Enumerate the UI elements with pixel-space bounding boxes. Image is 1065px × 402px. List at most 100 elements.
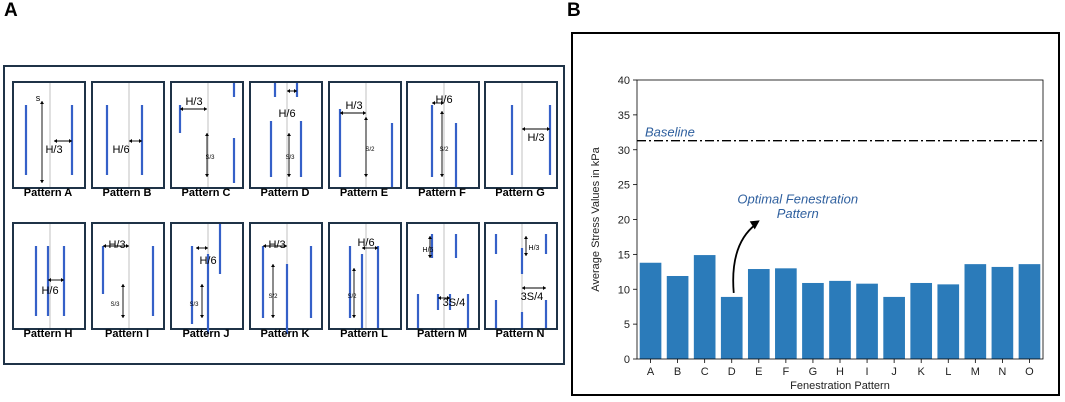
x-tick-label: C — [701, 366, 709, 378]
pattern-caption: Pattern I — [104, 328, 149, 340]
pattern-f: H/6 S/2 Pattern F — [406, 81, 480, 199]
x-tick-label: H — [836, 366, 844, 378]
y-tick-label: 20 — [618, 215, 630, 227]
annotation-arrowhead — [749, 220, 760, 230]
dimension-arrow — [103, 244, 129, 248]
dimension-label: S/3 — [189, 302, 199, 308]
stress-chart-panel: 0 5 10 15 20 25 30 35 40 A B C D E F G H I J K L M N O Fenestrat… — [571, 32, 1060, 396]
panel-b-label: B — [567, 0, 581, 21]
dimension-arrow — [271, 264, 275, 318]
pattern-i: H/3 S/3 Pattern I — [91, 222, 165, 340]
pattern-drawing: H/3 3S/4 — [494, 224, 548, 328]
panel-a-label: A — [4, 0, 18, 21]
x-tick-label: A — [647, 366, 655, 378]
pattern-drawing: H/3 S/2 — [261, 224, 313, 334]
bar-f — [775, 268, 797, 359]
dimension-label: H/6 — [199, 255, 216, 267]
pattern-frame — [91, 81, 165, 189]
x-tick-label: N — [998, 366, 1006, 378]
pattern-drawing: s H/3 — [24, 83, 74, 187]
pattern-caption: Pattern D — [260, 187, 310, 199]
pattern-k: H/3 S/2 Pattern K — [249, 222, 323, 340]
pattern-caption: Pattern C — [181, 187, 231, 199]
dimension-label: S/2 — [268, 294, 278, 300]
pattern-e: H/3 S/2 Pattern E — [328, 81, 402, 199]
pattern-j: H/6 S/3 Pattern J — [170, 222, 244, 340]
pattern-g: H/3 Pattern G — [484, 81, 558, 199]
dimension-arrow — [40, 101, 44, 183]
dimension-arrow — [129, 139, 142, 143]
dimension-arrow — [54, 139, 72, 143]
pattern-frame — [328, 222, 402, 330]
bar-l — [937, 284, 960, 359]
pattern-caption: Pattern E — [339, 187, 389, 199]
y-tick-label: 40 — [618, 75, 630, 87]
dimension-label: S/2 — [365, 147, 375, 153]
dimension-arrow — [428, 236, 432, 258]
annotation-text-line2: Pattern — [777, 206, 819, 221]
x-tick-label: B — [674, 366, 681, 378]
pattern-d: H/6 S/3 Pattern D — [249, 81, 323, 199]
pattern-caption: Pattern L — [340, 328, 388, 340]
dimension-label: H/6 — [357, 237, 374, 249]
dimension-arrow — [438, 296, 450, 300]
dimension-label: H/6 — [112, 144, 129, 156]
pattern-drawing: H/3 S/2 — [338, 83, 394, 187]
bar-b — [666, 275, 689, 359]
pattern-caption: Pattern G — [495, 187, 545, 199]
dimension-label: H/3 — [529, 245, 540, 252]
dimension-arrow — [440, 111, 444, 177]
stress-bar-chart: 0 5 10 15 20 25 30 35 40 A B C D E F G H I J K L M N O Fenestrat… — [590, 75, 1044, 392]
pattern-frame — [12, 81, 86, 189]
pattern-caption: Pattern J — [182, 328, 230, 340]
bar-m — [964, 264, 987, 359]
dimension-arrow — [200, 284, 204, 318]
pattern-drawing: H/3 S/3 — [178, 83, 236, 187]
dimension-label: 3S/4 — [443, 297, 466, 309]
pattern-caption: Pattern H — [23, 328, 73, 340]
bar-a — [639, 262, 662, 359]
bar-g — [802, 282, 824, 359]
x-tick-label: F — [782, 366, 789, 378]
dimension-label: H/3 — [345, 100, 362, 112]
pattern-drawing: H/6 — [34, 224, 66, 328]
x-tick-label: J — [891, 366, 897, 378]
dimension-arrow — [340, 111, 366, 115]
dimension-label: H/3 — [108, 239, 125, 251]
dimension-arrow — [263, 244, 287, 248]
pattern-drawing: H/6 3S/4 — [416, 224, 470, 328]
pattern-caption: Pattern N — [495, 328, 545, 340]
bar-d — [720, 296, 743, 359]
dimension-label: s — [36, 93, 41, 103]
pattern-frame — [484, 81, 558, 189]
x-tick-label: K — [918, 366, 926, 378]
y-tick-label: 15 — [618, 249, 630, 261]
pattern-diagram-panel: s H/3 Pattern A H/6 Pattern B H/3 S/3 Pattern C… — [3, 65, 565, 365]
dimension-label: S/2 — [347, 294, 357, 300]
x-tick-label: M — [971, 366, 980, 378]
pattern-caption: Pattern A — [23, 187, 73, 199]
bar-h — [829, 280, 851, 359]
dimension-arrow — [287, 89, 297, 93]
bar-k — [910, 282, 933, 359]
pattern-drawing: H/6 S/3 — [269, 83, 303, 187]
pattern-caption: Pattern M — [416, 328, 468, 340]
dimension-arrow — [352, 268, 356, 318]
dimension-label: S/3 — [285, 155, 295, 161]
dimension-arrow — [196, 246, 208, 250]
dimension-label: S/2 — [439, 147, 449, 153]
pattern-c: H/3 S/3 Pattern C — [170, 81, 244, 199]
bar-i — [856, 283, 878, 359]
pattern-caption: Pattern B — [102, 187, 152, 199]
x-tick-label: G — [809, 366, 818, 378]
dimension-arrow — [524, 236, 528, 256]
dimension-label: H/3 — [527, 132, 544, 144]
dimension-label: H/3 — [185, 96, 202, 108]
pattern-n: H/3 3S/4 Pattern N — [484, 222, 558, 340]
x-tick-label: L — [945, 366, 951, 378]
pattern-drawing: H/3 S/3 — [101, 224, 155, 328]
pattern-m: H/6 3S/4 Pattern M — [406, 222, 480, 340]
bar-e — [747, 269, 770, 359]
pattern-drawing: H/3 — [510, 83, 552, 187]
bar-c — [693, 255, 716, 359]
